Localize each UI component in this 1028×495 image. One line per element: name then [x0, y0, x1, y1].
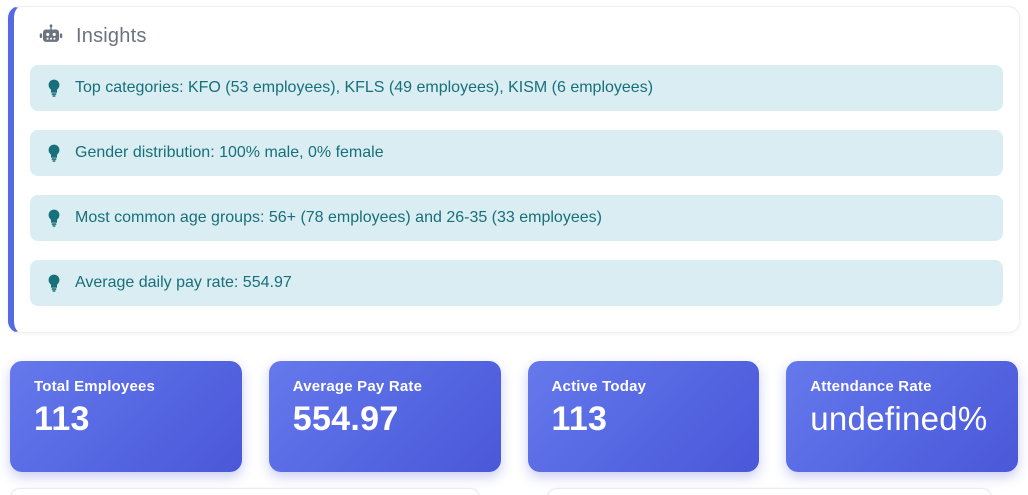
- stat-label: Attendance Rate: [810, 378, 932, 395]
- robot-icon: [38, 23, 64, 49]
- insight-item-average-pay: Average daily pay rate: 554.97: [30, 260, 1003, 306]
- stat-label: Average Pay Rate: [292, 378, 423, 395]
- stat-label: Active Today: [551, 378, 647, 395]
- insight-text: Most common age groups: 56+ (78 employee…: [75, 209, 602, 226]
- next-row-card-right: [547, 488, 992, 495]
- next-row-card-left: [10, 488, 480, 495]
- stat-value: 113: [34, 400, 90, 438]
- stat-value: 554.97: [292, 400, 399, 438]
- insight-item-gender-distribution: Gender distribution: 100% male, 0% femal…: [30, 130, 1003, 176]
- insight-text: Gender distribution: 100% male, 0% femal…: [75, 144, 384, 161]
- stat-card-attendance-rate: Attendance Rate undefined%: [786, 361, 1018, 472]
- stat-value: undefined%: [810, 400, 988, 437]
- stat-card-total-employees: Total Employees 113: [10, 361, 242, 472]
- lightbulb-icon: [46, 79, 62, 98]
- stat-value: 113: [551, 400, 608, 438]
- insight-text: Top categories: KFO (53 employees), KFLS…: [75, 79, 654, 96]
- stat-card-active-today: Active Today 113: [527, 361, 760, 472]
- insights-panel: Insights Top categories: KFO (53 employe…: [8, 6, 1020, 333]
- stat-card-average-pay-rate: Average Pay Rate 554.97: [268, 361, 501, 472]
- insight-item-age-groups: Most common age groups: 56+ (78 employee…: [30, 195, 1003, 241]
- stats-row: Total Employees 113 Average Pay Rate 554…: [10, 361, 1018, 472]
- insight-text: Average daily pay rate: 554.97: [75, 274, 292, 291]
- stat-label: Total Employees: [34, 378, 156, 395]
- lightbulb-icon: [46, 209, 62, 228]
- insights-header: Insights: [38, 23, 1003, 49]
- insight-item-top-categories: Top categories: KFO (53 employees), KFLS…: [30, 65, 1003, 111]
- lightbulb-icon: [46, 144, 62, 163]
- insights-panel-title: Insights: [76, 24, 147, 47]
- lightbulb-icon: [46, 274, 62, 293]
